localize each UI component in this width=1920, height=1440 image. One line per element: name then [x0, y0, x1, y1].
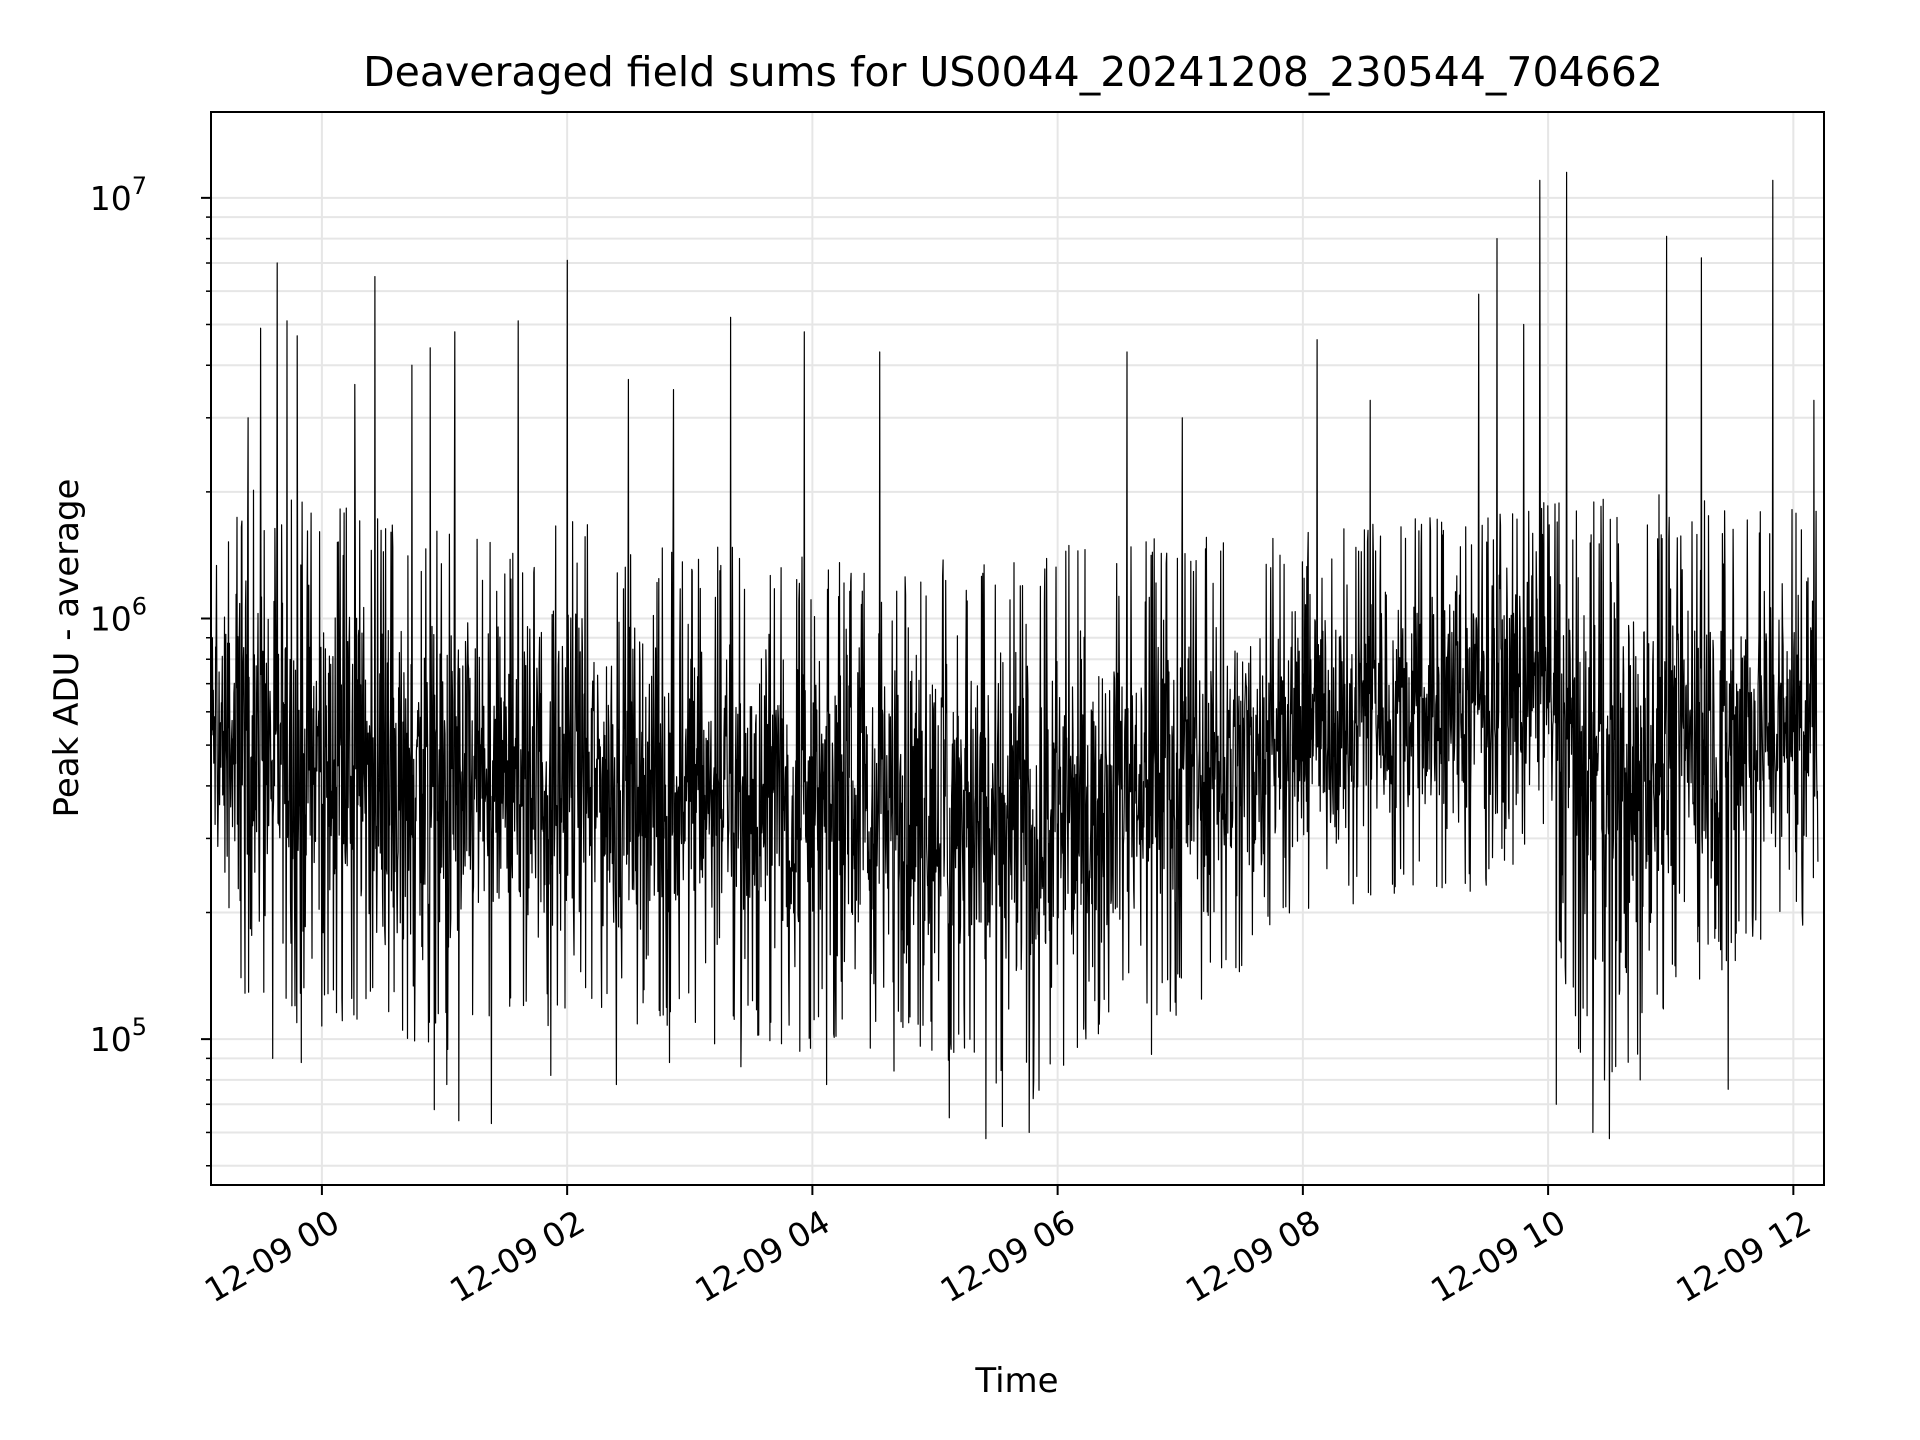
plot-data — [211, 171, 1819, 1140]
y-tick-label: 106 — [90, 592, 147, 638]
series-line — [211, 171, 1819, 1140]
chart-title: Deaveraged field sums for US0044_2024120… — [363, 48, 1663, 96]
y-tick-label: 107 — [90, 172, 147, 218]
y-axis-label: Peak ADU - average — [47, 479, 87, 818]
plot-frame — [210, 111, 1825, 1186]
y-tick-label: 105 — [90, 1013, 147, 1059]
x-axis-label: Time — [974, 1361, 1058, 1401]
y-axis-ticks: 105 106 107 — [90, 172, 211, 1167]
